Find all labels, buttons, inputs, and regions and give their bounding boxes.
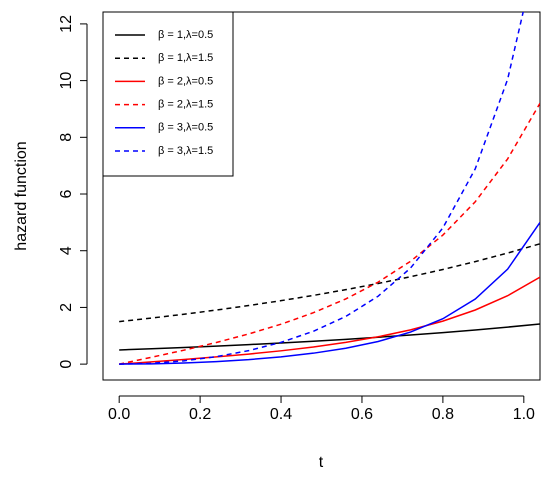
y-tick-label: 12 [58,15,75,33]
x-tick-label: 0.4 [270,406,292,423]
legend-box [102,11,234,177]
line-series [119,243,540,323]
legend-label: β = 2,λ=1.5 [158,99,213,111]
y-axis-label: hazard function [13,141,30,250]
y-tick-label: 0 [58,360,75,369]
y-tick-label: 8 [58,133,75,142]
legend-label: β = 1,λ=0.5 [158,29,213,41]
plot-frame [102,11,541,381]
x-tick-label: 0.0 [108,406,130,423]
x-tick-label: 1.0 [513,406,535,423]
plot-area [119,12,540,365]
x-axis-label: t [319,454,324,471]
y-tick-label: 2 [58,303,75,312]
legend-label: β = 3,λ=1.5 [158,145,213,157]
line-series [119,222,540,365]
y-tick-label: 10 [58,72,75,90]
line-series [119,276,540,365]
y-tick-label: 6 [58,189,75,198]
legend-label: β = 3,λ=0.5 [158,122,213,134]
y-tick-label: 4 [58,246,75,255]
x-tick-label: 0.6 [351,406,373,423]
x-tick-label: 0.2 [189,406,211,423]
legend-label: β = 2,λ=0.5 [158,75,213,87]
legend-label: β = 1,λ=1.5 [158,52,213,64]
line-series [119,323,540,351]
line-series [119,102,540,365]
x-tick-label: 0.8 [432,406,454,423]
